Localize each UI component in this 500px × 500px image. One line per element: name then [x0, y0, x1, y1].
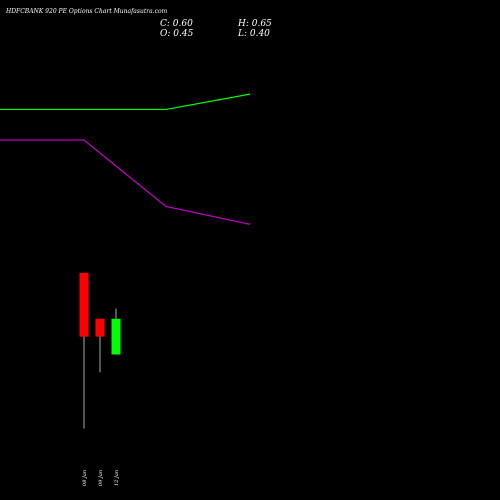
high-value: H: 0.65 [238, 19, 272, 29]
chart-title: HDFCBANK 920 PE Options Chart Munafasutr… [6, 8, 168, 15]
indicator-line-2 [0, 139, 251, 225]
x-tick-label-1: 08 Jan [82, 470, 88, 486]
close-value: C: 0.60 [160, 19, 193, 29]
candle-body-1 [79, 272, 89, 337]
indicator-line-1 [0, 93, 251, 111]
candle-body-2 [95, 318, 105, 337]
low-value: L: 0.40 [238, 29, 270, 39]
open-value: O: 0.45 [160, 29, 194, 39]
candle-body-3 [111, 318, 121, 355]
x-tick-label-3: 12 Jan [114, 470, 120, 486]
x-tick-label-2: 09 Jan [98, 470, 104, 486]
